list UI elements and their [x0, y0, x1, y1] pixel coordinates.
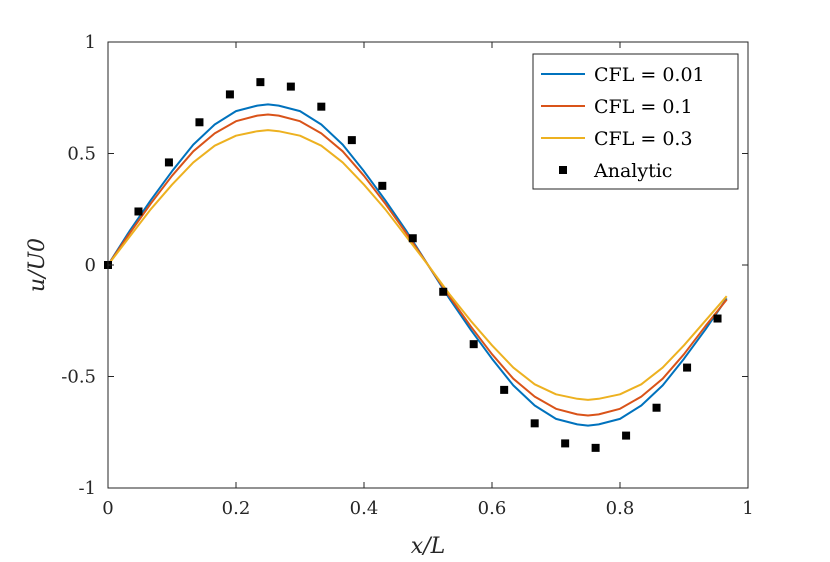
- x-tick-label: 1: [742, 498, 753, 519]
- y-tick-label: -0.5: [61, 367, 96, 388]
- x-tick-label: 0.4: [350, 498, 379, 519]
- legend-box: [532, 53, 739, 190]
- y-axis-label: u/U0: [25, 238, 50, 292]
- analytic-point: [378, 181, 387, 190]
- legend-label-3: Analytic: [593, 160, 672, 182]
- analytic-point: [286, 82, 295, 91]
- analytic-point: [317, 102, 326, 111]
- y-tick-label: 1: [85, 32, 96, 53]
- analytic-point: [713, 314, 722, 323]
- y-tick-label: 0: [85, 255, 96, 276]
- analytic-point: [652, 403, 661, 412]
- x-tick-label: 0.8: [606, 498, 635, 519]
- analytic-point: [622, 431, 631, 440]
- y-tick-label: 0.5: [67, 144, 96, 165]
- legend-label-1: CFL = 0.1: [594, 96, 693, 118]
- series-line-2: [107, 129, 728, 401]
- analytic-point: [683, 363, 692, 372]
- legend-label-0: CFL = 0.01: [594, 64, 705, 86]
- x-tick-label: 0.6: [478, 498, 507, 519]
- legend-marker-3: [559, 166, 567, 174]
- analytic-point: [164, 158, 173, 167]
- legend: CFL = 0.01 CFL = 0.1 CFL = 0.3 Analytic: [532, 53, 739, 190]
- analytic-point: [591, 443, 600, 452]
- series-line-1: [107, 113, 728, 417]
- analytic-point: [439, 287, 448, 296]
- y-tick-label: -1: [78, 478, 96, 499]
- x-axis-label: x/L: [411, 534, 445, 559]
- analytic-point: [256, 78, 265, 87]
- x-tick-label: 0.2: [222, 498, 251, 519]
- analytic-point: [500, 385, 509, 394]
- analytic-point: [225, 90, 234, 99]
- analytic-point: [134, 207, 143, 216]
- analytic-point: [561, 439, 570, 448]
- series-layer: [104, 78, 728, 452]
- x-tick-label: 0: [102, 498, 113, 519]
- analytic-point: [530, 419, 539, 428]
- analytic-point: [347, 136, 356, 145]
- analytic-point: [469, 340, 478, 349]
- tick-layer: 0 0.2 0.4 0.6 0.8 1 -1 -0.5 0 0.5 1: [61, 32, 753, 519]
- analytic-point: [195, 118, 204, 127]
- legend-label-2: CFL = 0.3: [594, 128, 693, 150]
- analytic-point: [408, 234, 417, 243]
